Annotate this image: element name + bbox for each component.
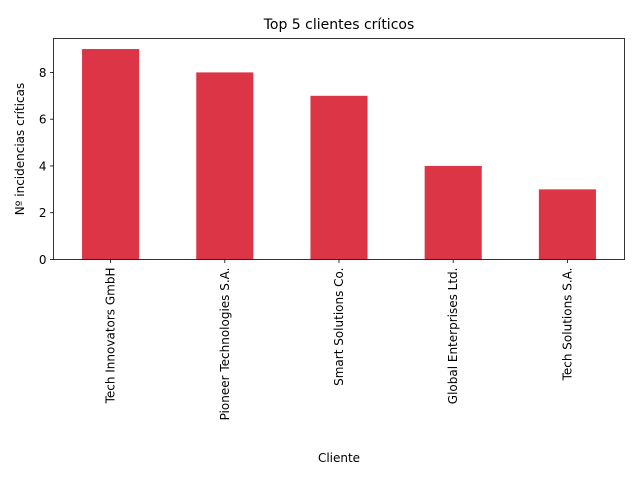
bars-layer <box>82 49 596 260</box>
x-tick-label: Pioneer Technologies S.A. <box>218 268 232 421</box>
y-tick-label: 8 <box>39 66 47 80</box>
y-tick-label: 0 <box>39 253 47 267</box>
bar <box>196 72 254 260</box>
x-tick-label: Tech Innovators GmbH <box>104 268 118 405</box>
bar <box>538 189 596 260</box>
x-axis-label: Cliente <box>318 451 360 465</box>
x-axis-ticks: Tech Innovators GmbH Pioneer Technologies… <box>104 259 574 421</box>
chart-title: Top 5 clientes críticos <box>263 17 415 33</box>
bar <box>424 165 482 260</box>
x-tick-label: Tech Solutions S.A. <box>560 268 574 382</box>
y-tick-label: 2 <box>39 206 47 220</box>
y-axis-ticks: 0 2 4 6 8 <box>39 66 54 267</box>
y-tick-label: 4 <box>39 159 47 173</box>
y-axis-label: Nº incidencias críticas <box>13 83 27 215</box>
bar <box>82 49 140 260</box>
bar <box>310 95 368 260</box>
x-tick-label: Smart Solutions Co. <box>332 268 346 386</box>
x-tick-label: Global Enterprises Ltd. <box>446 268 460 405</box>
y-tick-label: 6 <box>39 113 47 127</box>
